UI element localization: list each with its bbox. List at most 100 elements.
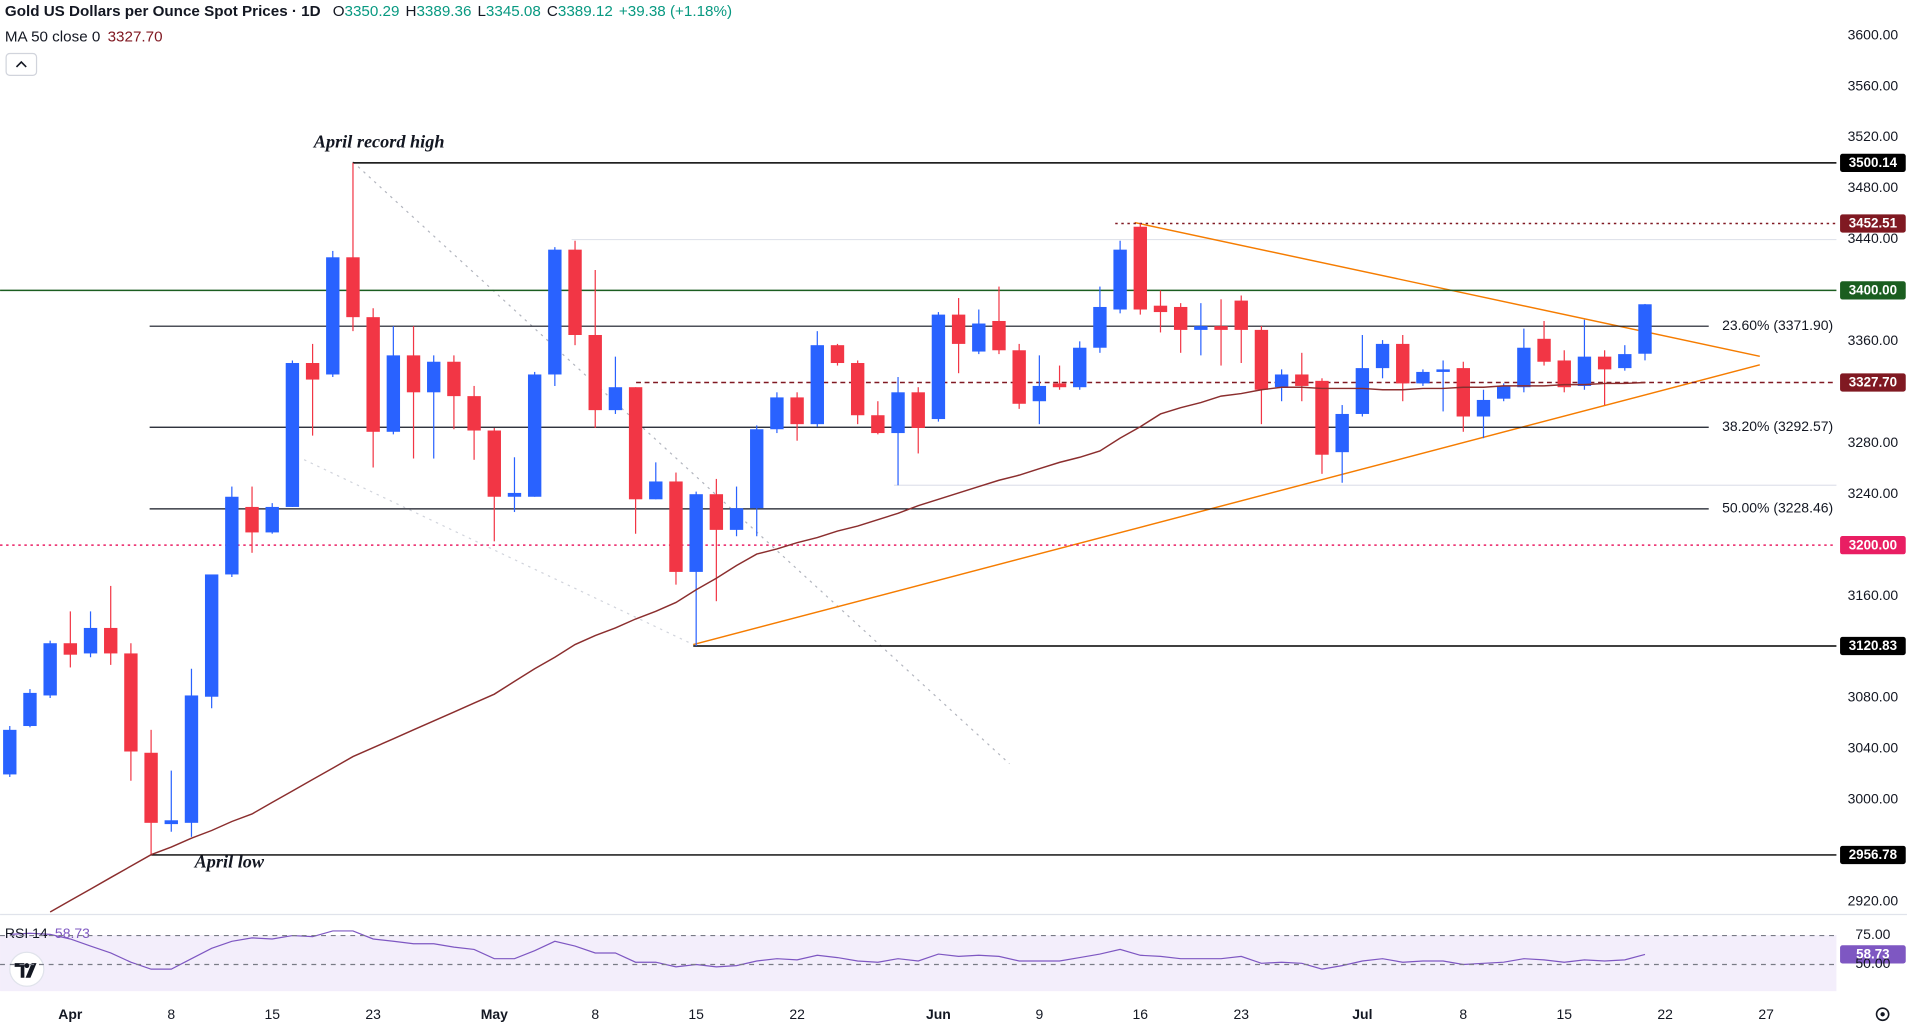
price-tag [1840, 281, 1906, 300]
candle-body [104, 627, 118, 654]
candle-body [265, 506, 279, 533]
candle-body [608, 387, 623, 411]
y-tick-label: 3440.00 [1848, 230, 1899, 246]
rsi-band [0, 935, 1837, 992]
candle-body [891, 392, 905, 434]
price-tag-label: 3400.00 [1849, 283, 1897, 298]
ohlc-key: H [406, 3, 417, 20]
price-tag [1840, 845, 1906, 865]
price-tag [1840, 536, 1906, 555]
y-tick-label: 3280.00 [1848, 434, 1899, 450]
candle-body [1537, 338, 1551, 362]
rsi-legend: RSI 14 58.73 [5, 925, 90, 941]
x-tick-label: 15 [264, 1006, 280, 1022]
candle-body [830, 345, 845, 364]
candle-body [1073, 347, 1087, 388]
candle-body [1113, 249, 1127, 310]
candle-body [1355, 368, 1370, 414]
y-tick-label: 3480.00 [1848, 179, 1899, 195]
candles [3, 162, 1652, 855]
price-tag-label: 2956.78 [1849, 847, 1898, 862]
candle-body [23, 692, 37, 727]
price-tag-label: 3452.51 [1849, 216, 1898, 231]
logo-badge[interactable] [9, 951, 45, 987]
ohlc-key: O [333, 3, 345, 20]
x-tick-label: 27 [1758, 1006, 1774, 1022]
rsi-value: 58.73 [55, 925, 90, 941]
candle-body [1597, 356, 1612, 370]
candle-body [1315, 380, 1329, 455]
candle-body [689, 494, 703, 572]
chart-title: Gold US Dollars per Ounce Spot Prices · … [5, 3, 321, 20]
candle-body [1618, 354, 1632, 369]
ma-value: 3327.70 [108, 29, 163, 46]
x-tick-label: 22 [1657, 1006, 1673, 1022]
channel-line [303, 459, 694, 646]
candle-body [1375, 343, 1390, 369]
candle-body [63, 643, 78, 655]
rsi-line [9, 930, 1646, 970]
candle-body [1153, 305, 1168, 313]
change: +39.38 (+1.18%) [619, 3, 732, 20]
collapse-button[interactable] [5, 52, 38, 77]
candle-body [1396, 343, 1410, 384]
candle-body [931, 314, 946, 420]
candle-body [1274, 374, 1289, 388]
candle-body [467, 396, 481, 431]
price-tag [1840, 214, 1906, 233]
y-tick-label: 3560.00 [1848, 77, 1899, 93]
candle-body [305, 363, 320, 380]
candle-body [750, 429, 764, 509]
candle-body [507, 492, 522, 497]
y-tick-label: 3600.00 [1848, 26, 1899, 42]
candle-body [810, 345, 824, 425]
x-tick-label: 16 [1133, 1006, 1149, 1022]
candle-body [588, 334, 602, 411]
chevron-icon [15, 60, 27, 68]
candle-body [124, 653, 138, 752]
candle-body [366, 317, 380, 432]
candle-body [285, 363, 300, 507]
x-tick-label: 23 [365, 1006, 381, 1022]
logo[interactable] [9, 951, 45, 987]
candle-body [770, 397, 784, 430]
candle-body [1295, 374, 1309, 386]
candle-body [1496, 385, 1511, 399]
candle-body [1173, 306, 1188, 330]
candle-body [649, 481, 663, 500]
candle-body [83, 627, 98, 654]
price-tag [1840, 636, 1906, 656]
candle-body [144, 752, 158, 823]
candle-body [1517, 347, 1531, 388]
settings-button[interactable] [1875, 1007, 1890, 1022]
candle-body [850, 363, 865, 416]
candle-body [1638, 304, 1652, 354]
x-tick-label: Apr [58, 1006, 83, 1022]
x-tick-label: 8 [167, 1006, 175, 1022]
price-tag-label: 3327.70 [1849, 375, 1897, 390]
ohlc-value: 3350.29 [345, 3, 400, 20]
candle-body [386, 355, 401, 432]
price-tag-label: 3500.14 [1849, 155, 1898, 170]
candle-body [184, 695, 199, 823]
collapse-button-frame[interactable] [5, 52, 38, 77]
triangle-upper [1134, 221, 1760, 358]
gear-hub [1880, 1012, 1885, 1017]
gear-icon[interactable] [1875, 1007, 1890, 1022]
candle-body [911, 392, 925, 428]
x-tick-label: Jul [1352, 1006, 1372, 1022]
candle-body [1194, 326, 1208, 330]
candle-body [790, 397, 804, 425]
candle-body [427, 361, 441, 393]
y-tick-label: 3040.00 [1848, 740, 1899, 756]
candle-body [951, 314, 966, 344]
x-tick-label: 22 [789, 1006, 805, 1022]
ma-name: MA 50 close 0 [5, 29, 100, 46]
x-tick-label: 23 [1233, 1006, 1249, 1022]
rsi-tag-label: 58.73 [1856, 947, 1889, 962]
annotation: April record high [313, 132, 445, 152]
y-tick-label: 3520.00 [1848, 128, 1899, 144]
